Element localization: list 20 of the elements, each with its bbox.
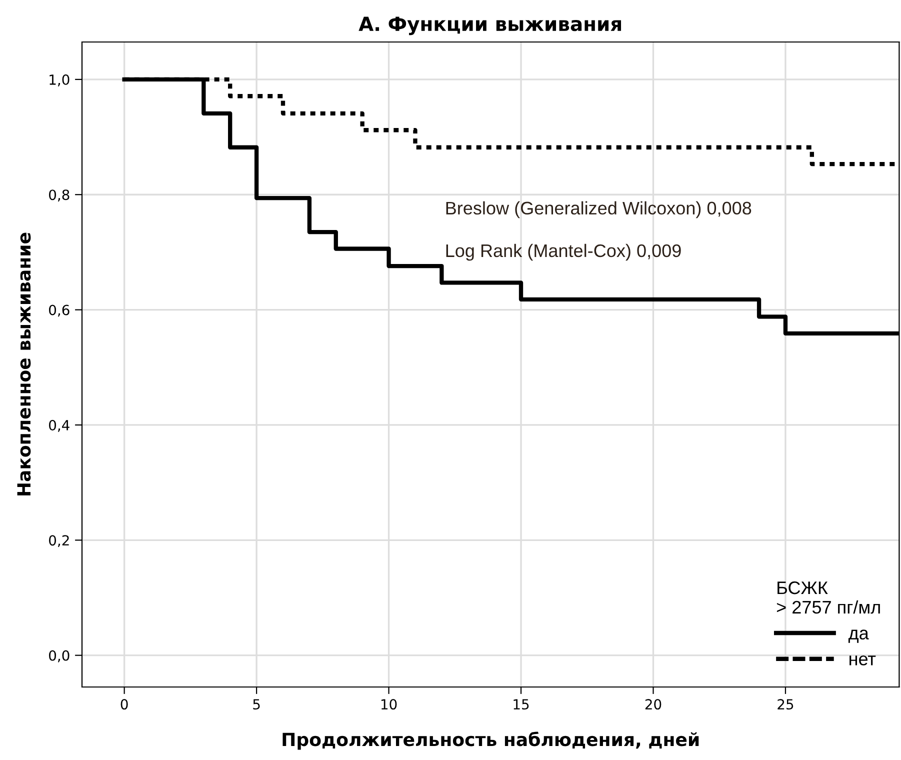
y-tick-label: 0,2 — [49, 535, 69, 548]
y-tick-label: 0,0 — [49, 650, 70, 662]
x-axis-title: Продолжительность наблюдения, дней — [282, 732, 699, 750]
y-tick-label: 1,0 — [50, 74, 70, 86]
chart-title: А. Функции выживания — [358, 16, 622, 36]
x-tick-label: 20 — [645, 699, 662, 710]
x-tick-label: 25 — [778, 699, 794, 710]
legend-label: да — [848, 630, 869, 643]
x-tick-label: 10 — [381, 699, 397, 710]
annotation: Log Rank (Mantel-Cox) 0,009 — [446, 244, 681, 261]
y-tick-label: 0,6 — [49, 304, 70, 317]
y-axis-title: Накопленное выживание — [17, 232, 31, 496]
x-tick-label: 0 — [120, 699, 128, 710]
y-tick-label: 0,4 — [49, 420, 70, 432]
x-tick-label: 15 — [514, 699, 529, 710]
x-tick-label: 5 — [253, 699, 260, 710]
legend-title: БСЖК > 2757 пг/мл — [776, 581, 880, 614]
legend-label: нет — [850, 655, 876, 666]
annotation: Breslow (Generalized Wilcoxon) 0,008 — [446, 201, 752, 218]
y-tick-label: 0,8 — [49, 190, 70, 202]
